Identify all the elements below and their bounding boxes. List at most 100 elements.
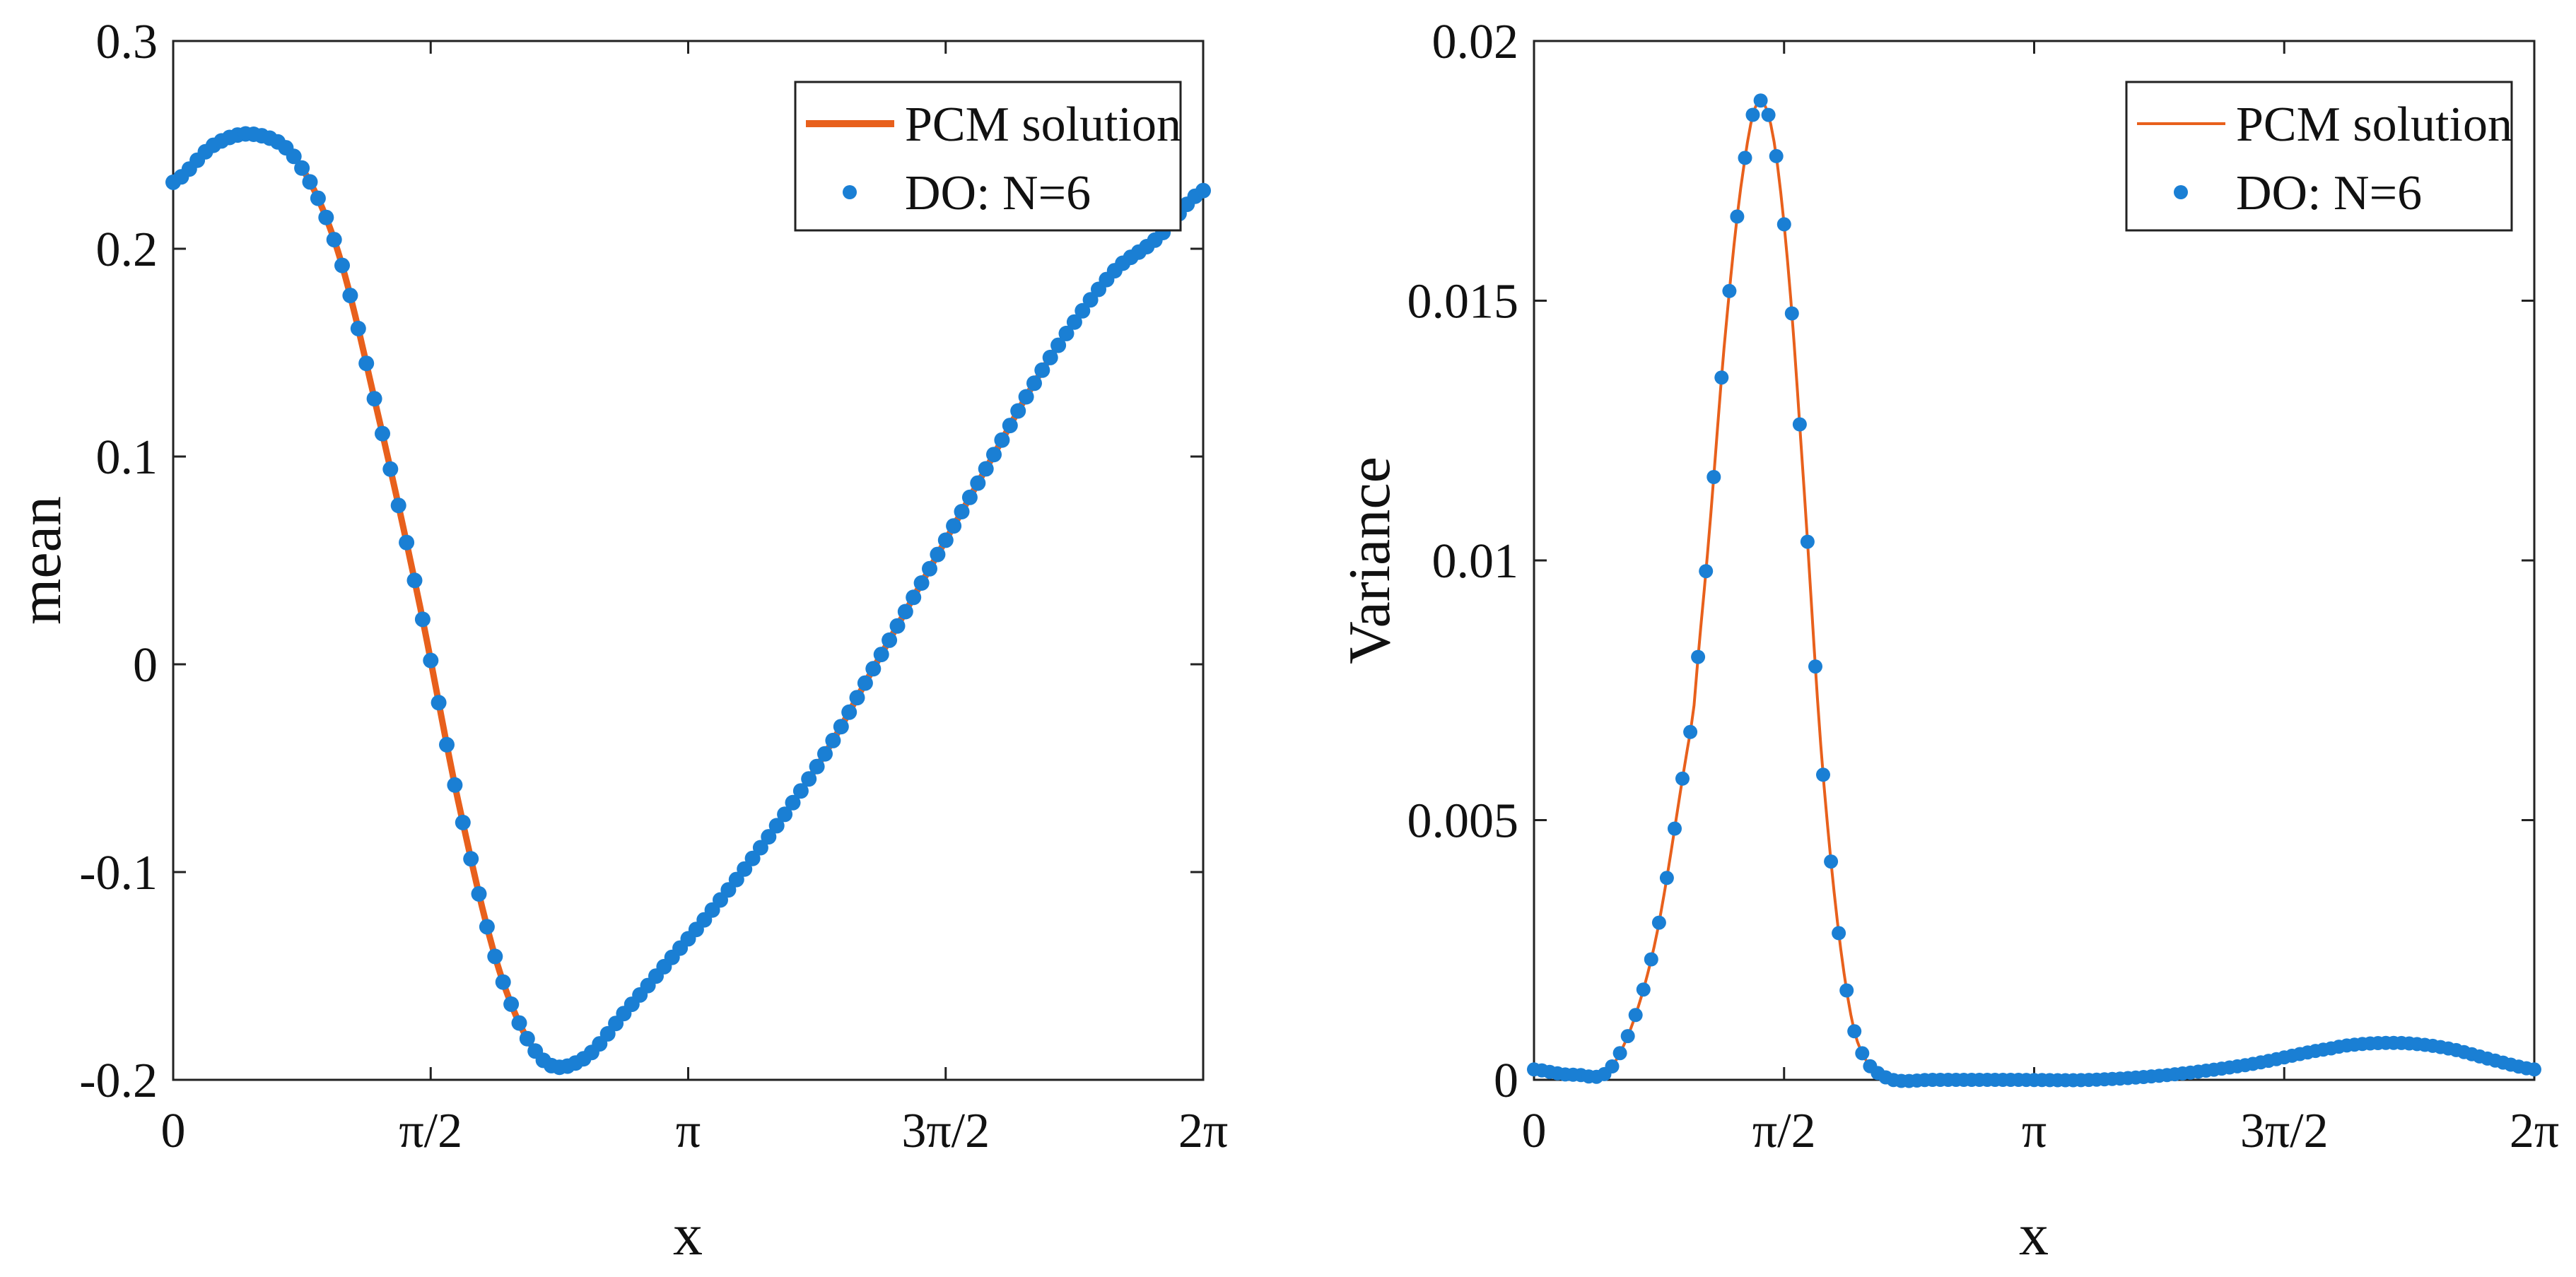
do-marker bbox=[961, 489, 978, 505]
x-tick-label: 2π bbox=[2510, 1104, 2559, 1158]
do-marker bbox=[1792, 417, 1807, 432]
do-marker bbox=[318, 209, 334, 225]
do-marker bbox=[744, 850, 761, 866]
do-marker bbox=[406, 572, 423, 589]
do-marker bbox=[1026, 375, 1042, 392]
do-marker bbox=[1683, 724, 1698, 739]
do-marker bbox=[1082, 292, 1099, 308]
do-marker bbox=[310, 190, 326, 206]
variance-chart: 0 π/2 π 3π/2 2π 0 0.005 0.01 0.015 0.02 x Varianc… bbox=[1337, 15, 2559, 1268]
do-marker bbox=[382, 461, 399, 477]
do-marker bbox=[471, 885, 487, 902]
do-marker bbox=[326, 232, 342, 248]
legend-label-do: DO: N=6 bbox=[2236, 166, 2422, 220]
do-marker bbox=[503, 996, 520, 1012]
do-marker bbox=[1651, 915, 1666, 930]
do-marker bbox=[519, 1030, 535, 1047]
do-marker bbox=[922, 560, 937, 577]
do-marker bbox=[1675, 771, 1690, 786]
do-marker bbox=[1034, 362, 1050, 378]
do-marker bbox=[1816, 767, 1830, 782]
do-marker bbox=[375, 425, 390, 442]
do-marker bbox=[1761, 107, 1776, 122]
do-marker bbox=[1699, 564, 1714, 579]
do-marker bbox=[1847, 1024, 1862, 1039]
x-tick-label: 3π/2 bbox=[901, 1104, 990, 1158]
do-marker bbox=[463, 851, 479, 867]
legend: PCM solution DO: N=6 bbox=[2125, 81, 2513, 232]
do-marker bbox=[761, 829, 777, 845]
x-tick-label: π bbox=[676, 1104, 701, 1158]
do-marker bbox=[1706, 470, 1721, 484]
do-marker bbox=[978, 461, 994, 477]
do-marker bbox=[752, 840, 768, 856]
do-marker bbox=[817, 746, 833, 762]
y-axis-label: mean bbox=[8, 496, 74, 625]
do-marker bbox=[937, 532, 954, 548]
legend: PCM solution DO: N=6 bbox=[794, 81, 1182, 232]
legend-box bbox=[2125, 81, 2513, 232]
do-marker bbox=[479, 919, 495, 935]
do-marker bbox=[1066, 314, 1082, 330]
do-marker bbox=[286, 148, 302, 165]
do-marker bbox=[1605, 1059, 1620, 1073]
do-marker bbox=[1714, 370, 1729, 385]
y-tick-label: 0 bbox=[1494, 1054, 1518, 1108]
do-marker bbox=[897, 604, 913, 620]
do-marker bbox=[833, 719, 849, 735]
do-marker bbox=[906, 589, 922, 606]
do-marker bbox=[399, 534, 415, 551]
do-marker bbox=[994, 432, 1010, 448]
do-marker bbox=[1195, 182, 1211, 199]
do-marker bbox=[946, 518, 962, 534]
do-marker bbox=[1808, 659, 1822, 674]
do-marker bbox=[1075, 302, 1091, 319]
do-marker bbox=[865, 661, 882, 677]
pcm-solution-line bbox=[171, 130, 1205, 1071]
do-marker bbox=[1659, 871, 1674, 885]
do-marker bbox=[439, 736, 455, 753]
do-n6-markers bbox=[1527, 93, 2541, 1088]
do-marker bbox=[414, 611, 431, 628]
do-marker bbox=[455, 814, 471, 830]
do-marker bbox=[728, 871, 744, 888]
x-tick-label: 2π bbox=[1178, 1104, 1228, 1158]
do-marker bbox=[882, 632, 898, 648]
do-marker bbox=[1839, 983, 1854, 998]
do-marker bbox=[1855, 1046, 1870, 1061]
y-axis-label: Variance bbox=[1337, 457, 1403, 664]
do-marker bbox=[889, 618, 906, 634]
do-marker bbox=[1018, 389, 1034, 405]
do-marker bbox=[487, 948, 503, 965]
x-tick-label: 3π/2 bbox=[2240, 1104, 2329, 1158]
do-marker bbox=[768, 818, 785, 834]
y-tick-label: 0 bbox=[133, 638, 158, 693]
do-marker bbox=[1776, 217, 1791, 232]
do-marker bbox=[1628, 1008, 1643, 1023]
do-marker bbox=[294, 160, 310, 176]
y-tick-label: 0.2 bbox=[96, 223, 158, 277]
do-marker bbox=[1691, 649, 1706, 664]
do-marker bbox=[358, 355, 375, 372]
do-marker bbox=[1753, 93, 1768, 108]
y-tick-label: 0.1 bbox=[96, 430, 158, 485]
do-marker bbox=[873, 647, 889, 663]
do-marker bbox=[1636, 982, 1651, 997]
do-marker bbox=[913, 575, 930, 591]
do-marker bbox=[1042, 349, 1058, 365]
do-marker bbox=[2527, 1062, 2541, 1077]
y-tick-label: -0.2 bbox=[79, 1054, 158, 1108]
y-tick-label: 0.02 bbox=[1432, 15, 1519, 69]
do-marker bbox=[809, 758, 825, 775]
do-marker bbox=[431, 695, 447, 711]
do-marker bbox=[1784, 306, 1799, 321]
y-tick-label: 0.015 bbox=[1407, 275, 1519, 329]
x-axis-label: x bbox=[673, 1202, 703, 1268]
legend-dot-swatch bbox=[2174, 185, 2188, 199]
x-axis-label: x bbox=[2019, 1202, 2049, 1268]
do-marker bbox=[1722, 283, 1737, 298]
legend-label-pcm: PCM solution bbox=[2236, 98, 2512, 152]
do-marker bbox=[930, 546, 946, 563]
do-marker bbox=[1644, 952, 1658, 967]
